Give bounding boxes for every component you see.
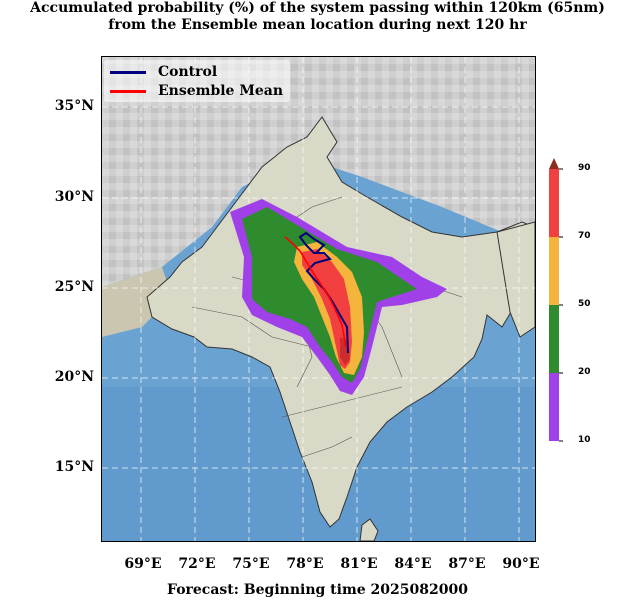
xtick-78e: 78°E xyxy=(286,556,324,572)
srilanka xyxy=(359,518,379,541)
ytick-15n: 15°N xyxy=(54,459,94,475)
colorbar-10-20 xyxy=(549,373,559,441)
legend-label-ensemble-mean: Ensemble Mean xyxy=(158,83,283,99)
map-panel xyxy=(101,56,536,542)
title-line-2: from the Ensemble mean location during n… xyxy=(108,17,527,33)
legend-item-ensemble-mean: Ensemble Mean xyxy=(110,82,283,100)
colorbar-arrow xyxy=(549,158,559,169)
xtick-90e: 90°E xyxy=(502,556,540,572)
control-track xyxy=(298,231,349,354)
xtick-81e: 81°E xyxy=(340,556,378,572)
colorbar-label-10: 10 xyxy=(578,435,591,445)
legend-swatch-control xyxy=(110,70,146,74)
ytick-25n: 25°N xyxy=(54,279,94,295)
ensemble-mean-track xyxy=(284,236,347,348)
colorbar-70-90 xyxy=(549,169,559,237)
xtick-87e: 87°E xyxy=(448,556,486,572)
xtick-72e: 72°E xyxy=(178,556,216,572)
ytick-20n: 20°N xyxy=(54,369,94,385)
xtick-75e: 75°E xyxy=(232,556,270,572)
xtick-69e: 69°E xyxy=(124,556,162,572)
map-svg xyxy=(102,57,535,541)
ytick-35n: 35°N xyxy=(54,98,94,114)
terrain-north xyxy=(102,57,535,287)
colorbar-20-50 xyxy=(549,305,559,373)
colorbar-50-70 xyxy=(549,237,559,305)
colorbar-label-50: 50 xyxy=(578,299,591,309)
colorbar-label-70: 70 xyxy=(578,231,591,241)
colorbar-label-90: 90 xyxy=(578,163,591,173)
legend-item-control: Control xyxy=(110,63,217,81)
land-northeast xyxy=(496,221,535,338)
legend-label-control: Control xyxy=(158,64,218,80)
legend: Control Ensemble Mean xyxy=(104,60,290,102)
title-line-1: Accumulated probability (%) of the syste… xyxy=(30,0,605,16)
xtick-84e: 84°E xyxy=(394,556,432,572)
forecast-footer: Forecast: Beginning time 2025082000 xyxy=(167,582,468,598)
ytick-30n: 30°N xyxy=(54,189,94,205)
colorbar-label-20: 20 xyxy=(578,367,591,377)
legend-swatch-ensemble-mean xyxy=(110,89,146,93)
terrain-west xyxy=(102,267,172,337)
colorbar xyxy=(549,158,563,442)
map-title: Accumulated probability (%) of the syste… xyxy=(0,0,635,34)
